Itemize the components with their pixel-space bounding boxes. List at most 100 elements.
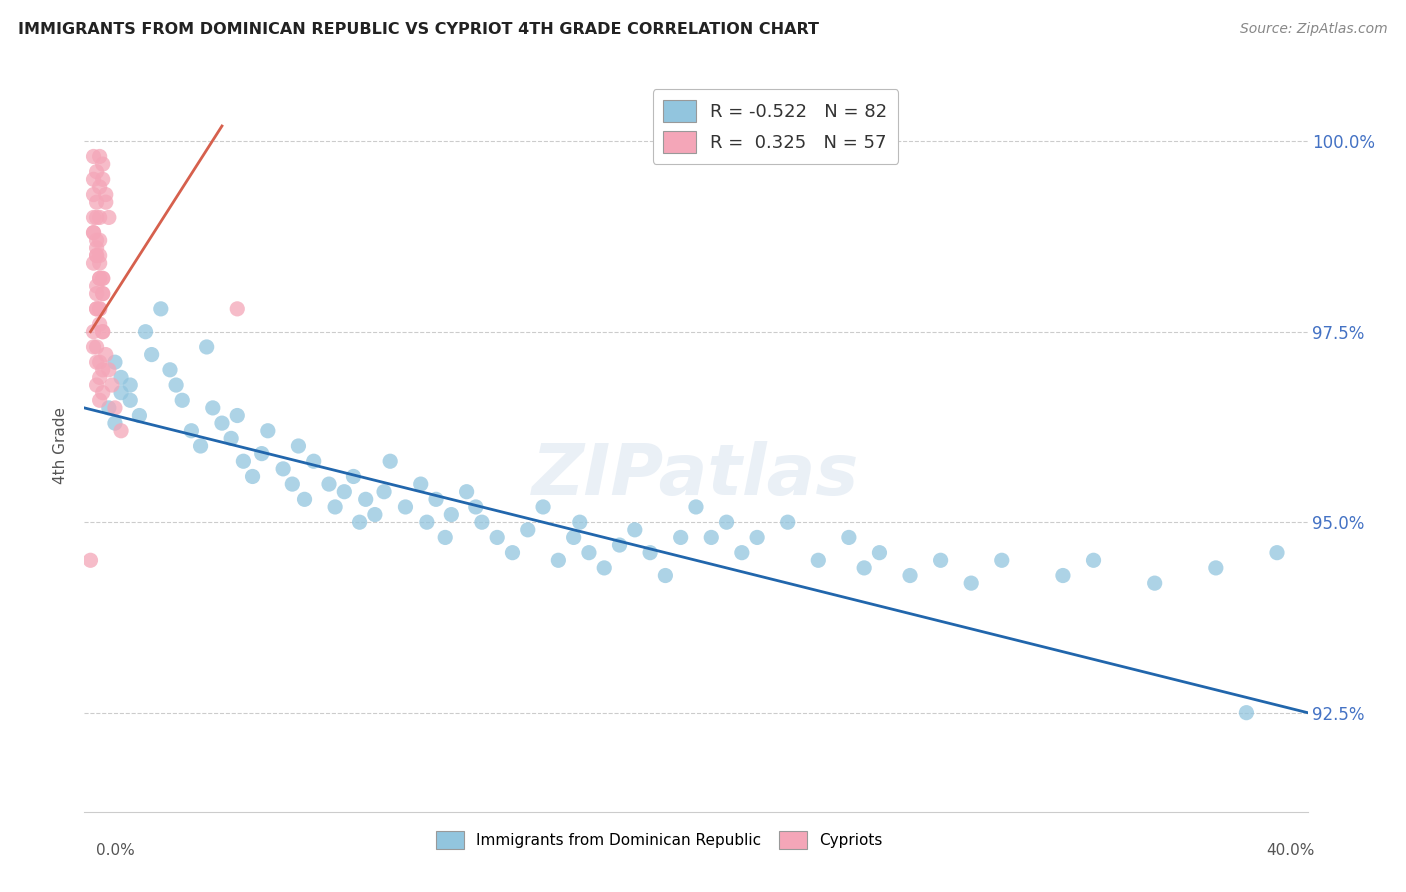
Point	[638, 546, 661, 560]
Point	[83, 211, 105, 225]
Point	[654, 568, 676, 582]
Point	[86, 378, 108, 392]
Point	[219, 431, 242, 445]
Text: IMMIGRANTS FROM DOMINICAN REPUBLIC VS CYPRIOT 4TH GRADE CORRELATION CHART: IMMIGRANTS FROM DOMINICAN REPUBLIC VS CY…	[18, 22, 820, 37]
Point	[349, 515, 371, 529]
Point	[516, 523, 538, 537]
Point	[342, 469, 364, 483]
Point	[318, 477, 340, 491]
Point	[89, 271, 111, 285]
Text: 0.0%: 0.0%	[96, 843, 135, 858]
Point	[91, 325, 114, 339]
Point	[120, 378, 142, 392]
Point	[89, 355, 111, 369]
Point	[364, 508, 387, 522]
Point	[425, 492, 447, 507]
Point	[287, 439, 309, 453]
Point	[97, 363, 120, 377]
Point	[91, 363, 114, 377]
Point	[89, 370, 111, 384]
Point	[86, 164, 108, 178]
Point	[242, 469, 264, 483]
Point	[97, 401, 120, 415]
Point	[94, 347, 117, 361]
Point	[97, 211, 120, 225]
Point	[354, 492, 377, 507]
Point	[211, 416, 233, 430]
Point	[226, 409, 249, 423]
Point	[731, 546, 754, 560]
Legend: Immigrants from Dominican Republic, Cypriots: Immigrants from Dominican Republic, Cypr…	[430, 824, 889, 855]
Point	[86, 340, 108, 354]
Point	[89, 393, 111, 408]
Point	[1052, 568, 1074, 582]
Point	[101, 378, 124, 392]
Point	[91, 172, 114, 186]
Point	[929, 553, 952, 567]
Point	[110, 385, 132, 400]
Point	[323, 500, 346, 514]
Point	[83, 172, 105, 186]
Point	[464, 500, 486, 514]
Point	[593, 561, 616, 575]
Point	[128, 409, 150, 423]
Point	[281, 477, 304, 491]
Point	[86, 241, 108, 255]
Point	[562, 531, 585, 545]
Point	[83, 325, 105, 339]
Point	[94, 187, 117, 202]
Point	[91, 157, 114, 171]
Point	[165, 378, 187, 392]
Point	[89, 180, 111, 194]
Point	[302, 454, 325, 468]
Point	[294, 492, 316, 507]
Point	[86, 233, 108, 247]
Point	[89, 317, 111, 331]
Point	[91, 325, 114, 339]
Point	[853, 561, 876, 575]
Text: ZIPatlas: ZIPatlas	[533, 441, 859, 509]
Point	[716, 515, 738, 529]
Point	[201, 401, 224, 415]
Point	[83, 256, 105, 270]
Point	[120, 393, 142, 408]
Point	[159, 363, 181, 377]
Text: Source: ZipAtlas.com: Source: ZipAtlas.com	[1240, 22, 1388, 37]
Point	[250, 447, 273, 461]
Point	[609, 538, 631, 552]
Point	[685, 500, 707, 514]
Point	[409, 477, 432, 491]
Point	[898, 568, 921, 582]
Point	[1236, 706, 1258, 720]
Point	[257, 424, 280, 438]
Point	[86, 248, 108, 262]
Point	[195, 340, 218, 354]
Point	[531, 500, 554, 514]
Point	[190, 439, 212, 453]
Point	[79, 553, 101, 567]
Point	[440, 508, 463, 522]
Point	[172, 393, 194, 408]
Point	[578, 546, 600, 560]
Point	[1143, 576, 1166, 591]
Point	[110, 370, 132, 384]
Point	[104, 416, 127, 430]
Point	[456, 484, 478, 499]
Point	[104, 355, 127, 369]
Point	[547, 553, 569, 567]
Point	[502, 546, 524, 560]
Point	[86, 195, 108, 210]
Point	[141, 347, 163, 361]
Point	[838, 531, 860, 545]
Point	[91, 385, 114, 400]
Point	[960, 576, 983, 591]
Point	[83, 226, 105, 240]
Point	[86, 301, 108, 316]
Point	[700, 531, 723, 545]
Point	[486, 531, 509, 545]
Point	[180, 424, 202, 438]
Point	[91, 286, 114, 301]
Point	[89, 211, 111, 225]
Point	[86, 248, 108, 262]
Point	[86, 355, 108, 369]
